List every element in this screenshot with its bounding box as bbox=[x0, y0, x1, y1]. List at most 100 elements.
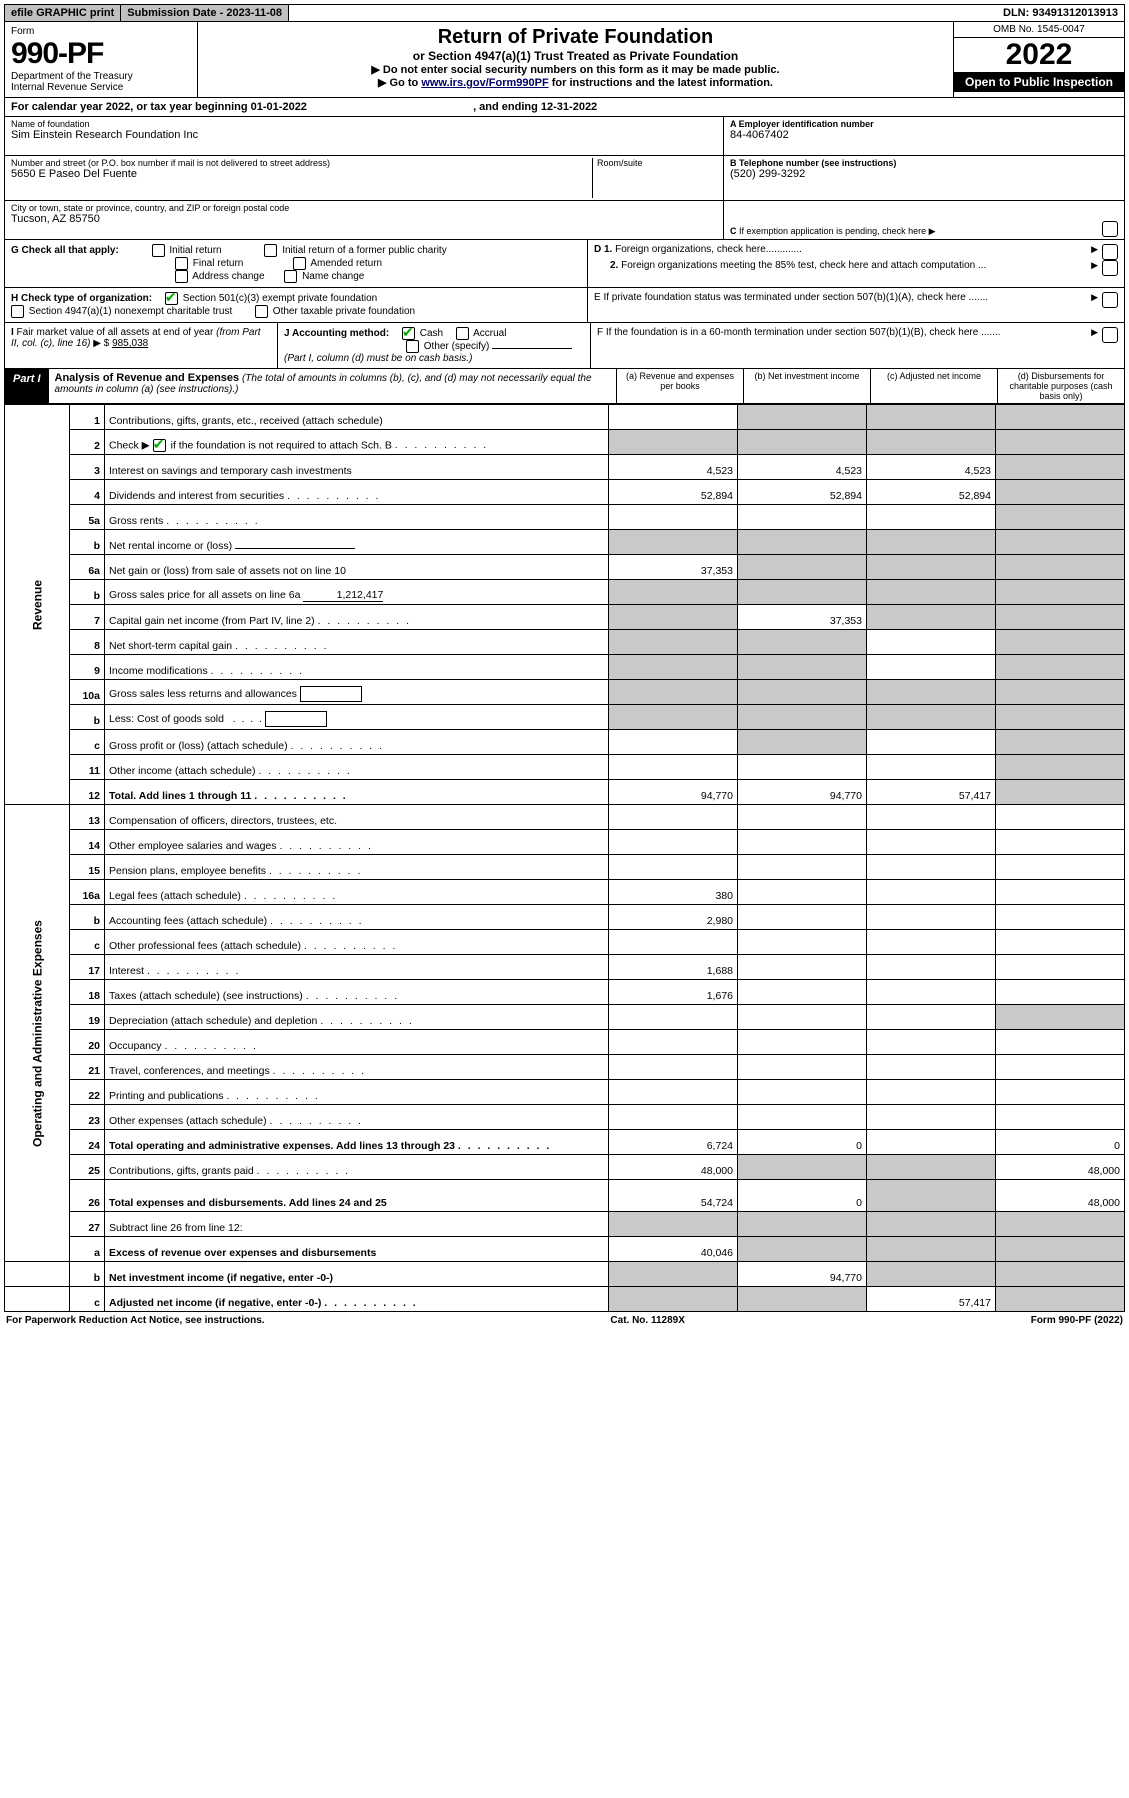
dln: DLN: 93491312013913 bbox=[997, 5, 1124, 21]
cb-amended[interactable] bbox=[293, 257, 306, 270]
cb-final-return[interactable] bbox=[175, 257, 188, 270]
name-label: Name of foundation bbox=[11, 119, 717, 129]
box-d2-checkbox[interactable] bbox=[1102, 260, 1118, 276]
address-label: Number and street (or P.O. box number if… bbox=[11, 158, 592, 168]
cb-501c3[interactable] bbox=[165, 292, 178, 305]
part-1-header: Part I Analysis of Revenue and Expenses … bbox=[4, 369, 1125, 404]
line-3: Interest on savings and temporary cash i… bbox=[105, 455, 609, 480]
line-23: Other expenses (attach schedule) bbox=[105, 1105, 609, 1130]
cb-schB[interactable] bbox=[153, 439, 166, 452]
line-25: Contributions, gifts, grants paid bbox=[105, 1155, 609, 1180]
line-27b: Net investment income (if negative, ente… bbox=[105, 1262, 609, 1287]
street-address: 5650 E Paseo Del Fuente bbox=[11, 168, 592, 180]
line-14: Other employee salaries and wages bbox=[105, 830, 609, 855]
line-5b: Net rental income or (loss) bbox=[105, 530, 609, 555]
box-f-checkbox[interactable] bbox=[1102, 327, 1118, 343]
line-26: Total expenses and disbursements. Add li… bbox=[105, 1180, 609, 1212]
section-h-e: H Check type of organization: Section 50… bbox=[4, 288, 1125, 323]
footer-cat: Cat. No. 11289X bbox=[610, 1315, 684, 1326]
line-16c: Other professional fees (attach schedule… bbox=[105, 930, 609, 955]
footer-left: For Paperwork Reduction Act Notice, see … bbox=[6, 1315, 265, 1326]
line-7: Capital gain net income (from Part IV, l… bbox=[105, 605, 609, 630]
line-27a: Excess of revenue over expenses and disb… bbox=[105, 1237, 609, 1262]
tax-year-end: 12-31-2022 bbox=[541, 101, 597, 113]
form-note-1: ▶ Do not enter social security numbers o… bbox=[206, 63, 945, 76]
telephone-value: (520) 299-3292 bbox=[730, 168, 1118, 180]
room-label: Room/suite bbox=[597, 158, 717, 168]
submission-date: Submission Date - 2023-11-08 bbox=[121, 5, 289, 21]
cb-address-change[interactable] bbox=[175, 270, 188, 283]
col-d-header: (d) Disbursements for charitable purpose… bbox=[997, 369, 1124, 403]
irs-label: Internal Revenue Service bbox=[11, 82, 191, 93]
cb-initial-public[interactable] bbox=[264, 244, 277, 257]
line-16b: Accounting fees (attach schedule) bbox=[105, 905, 609, 930]
line-5a: Gross rents bbox=[105, 505, 609, 530]
line-18: Taxes (attach schedule) (see instruction… bbox=[105, 980, 609, 1005]
box-e-label: E If private foundation status was termi… bbox=[594, 292, 1091, 318]
line-22: Printing and publications bbox=[105, 1080, 609, 1105]
foundation-name: Sim Einstein Research Foundation Inc bbox=[11, 129, 717, 141]
header-right: OMB No. 1545-0047 2022 Open to Public In… bbox=[954, 22, 1124, 97]
form-subtitle: or Section 4947(a)(1) Trust Treated as P… bbox=[206, 49, 945, 63]
g-label: G Check all that apply: bbox=[11, 245, 119, 256]
line-12: Total. Add lines 1 through 11 bbox=[105, 780, 609, 805]
line-9: Income modifications bbox=[105, 655, 609, 680]
form-label: Form bbox=[11, 26, 191, 37]
box-e-checkbox[interactable] bbox=[1102, 292, 1118, 308]
section-g-d: G Check all that apply: Initial return I… bbox=[4, 240, 1125, 288]
omb-number: OMB No. 1545-0047 bbox=[954, 22, 1124, 38]
page-footer: For Paperwork Reduction Act Notice, see … bbox=[4, 1312, 1125, 1329]
header-mid: Return of Private Foundation or Section … bbox=[198, 22, 954, 97]
dept-label: Department of the Treasury bbox=[11, 71, 191, 82]
form-note-2: ▶ Go to www.irs.gov/Form990PF for instru… bbox=[206, 76, 945, 89]
col-c-header: (c) Adjusted net income bbox=[870, 369, 997, 403]
form-title: Return of Private Foundation bbox=[206, 26, 945, 49]
line-10a: Gross sales less returns and allowances bbox=[105, 680, 609, 705]
line-17: Interest bbox=[105, 955, 609, 980]
cb-other-method[interactable] bbox=[406, 340, 419, 353]
form-number: 990-PF bbox=[11, 37, 191, 71]
ein-value: 84-4067402 bbox=[730, 129, 1118, 141]
cb-initial-return[interactable] bbox=[152, 244, 165, 257]
line-10c: Gross profit or (loss) (attach schedule) bbox=[105, 730, 609, 755]
line-21: Travel, conferences, and meetings bbox=[105, 1055, 609, 1080]
box-f-label: F If the foundation is in a 60-month ter… bbox=[597, 327, 1091, 364]
box-c-checkbox[interactable] bbox=[1102, 221, 1118, 237]
line-16a: Legal fees (attach schedule) bbox=[105, 880, 609, 905]
line-2: Check ▶ if the foundation is not require… bbox=[105, 430, 609, 455]
line-15: Pension plans, employee benefits bbox=[105, 855, 609, 880]
city-state-zip: Tucson, AZ 85750 bbox=[11, 213, 717, 225]
line-1: Contributions, gifts, grants, etc., rece… bbox=[105, 405, 609, 430]
box-d1-checkbox[interactable] bbox=[1102, 244, 1118, 260]
line-10b: Less: Cost of goods sold . . . . bbox=[105, 705, 609, 730]
cb-4947a1[interactable] bbox=[11, 305, 24, 318]
line-8: Net short-term capital gain bbox=[105, 630, 609, 655]
part-1-table: Revenue 1Contributions, gifts, grants, e… bbox=[4, 404, 1125, 1312]
line-4: Dividends and interest from securities bbox=[105, 480, 609, 505]
cb-cash[interactable] bbox=[402, 327, 415, 340]
cb-name-change[interactable] bbox=[284, 270, 297, 283]
form-header: Form 990-PF Department of the Treasury I… bbox=[4, 22, 1125, 98]
line-13: Compensation of officers, directors, tru… bbox=[105, 805, 609, 830]
line-20: Occupancy bbox=[105, 1030, 609, 1055]
open-inspection: Open to Public Inspection bbox=[954, 72, 1124, 92]
instructions-link[interactable]: www.irs.gov/Form990PF bbox=[421, 77, 548, 89]
fmv-value: 985,038 bbox=[112, 338, 148, 349]
j-label: J Accounting method: bbox=[284, 328, 389, 339]
ein-label: A Employer identification number bbox=[730, 119, 1118, 129]
cb-other-taxable[interactable] bbox=[255, 305, 268, 318]
city-label: City or town, state or province, country… bbox=[11, 203, 717, 213]
part-1-desc: Analysis of Revenue and Expenses (The to… bbox=[49, 369, 616, 403]
h-label: H Check type of organization: bbox=[11, 293, 152, 304]
cb-accrual[interactable] bbox=[456, 327, 469, 340]
line-19: Depreciation (attach schedule) and deple… bbox=[105, 1005, 609, 1030]
header-left: Form 990-PF Department of the Treasury I… bbox=[5, 22, 198, 97]
line-6b: Gross sales price for all assets on line… bbox=[105, 580, 609, 605]
line-24: Total operating and administrative expen… bbox=[105, 1130, 609, 1155]
j-note: (Part I, column (d) must be on cash basi… bbox=[284, 353, 472, 364]
line-6a: Net gain or (loss) from sale of assets n… bbox=[105, 555, 609, 580]
tax-year-begin: 01-01-2022 bbox=[251, 101, 307, 113]
col-a-header: (a) Revenue and expenses per books bbox=[616, 369, 743, 403]
footer-right: Form 990-PF (2022) bbox=[1031, 1315, 1123, 1326]
line-11: Other income (attach schedule) bbox=[105, 755, 609, 780]
